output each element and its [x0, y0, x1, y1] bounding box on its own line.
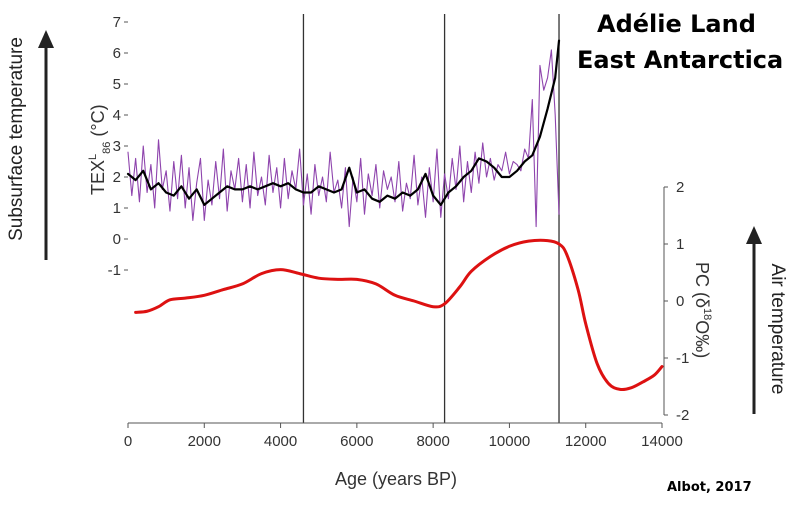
chart-title-line2: East Antarctica: [577, 46, 784, 74]
right-tick-label-2: 0: [676, 293, 684, 310]
tex86-smoothed-series-line: [126, 39, 561, 206]
up-arrow-icon-right: [746, 226, 762, 414]
air-temperature-label: Air temperature: [767, 263, 788, 395]
left-y-axis: -1 0 1 2 3 4 5 6 7: [108, 14, 128, 279]
right-tick-label-4: 2: [676, 179, 684, 196]
x-tick-label-0: 0: [124, 433, 132, 450]
vertical-marker-lines: [302, 14, 560, 423]
right-tick-label-0: -2: [676, 407, 689, 424]
x-tick-label-4: 8000: [416, 433, 449, 450]
right-y-axis: -2 -1 0 1 2: [663, 179, 689, 424]
left-tick-label-5: 4: [113, 107, 121, 124]
tex86-raw-series-line: [127, 49, 560, 228]
up-arrow-icon-left: [38, 30, 54, 260]
x-tick-label-2: 4000: [264, 433, 297, 450]
source-credit: Albot, 2017: [667, 480, 752, 495]
subsurface-temperature-label: Subsurface temperature: [6, 37, 27, 241]
x-tick-label-1: 2000: [188, 433, 221, 450]
x-tick-label-5: 10000: [489, 433, 531, 450]
series-group: [126, 39, 664, 392]
x-tick-label-7: 14000: [641, 433, 683, 450]
right-tick-label-1: -1: [676, 350, 689, 367]
chart-title-line1: Adélie Land: [597, 10, 756, 38]
left-tick-label-3: 2: [113, 169, 121, 186]
axis-titles: Age (years BP) TEXL86 (°C) PC (δ18O‰): [87, 104, 713, 489]
right-tick-label-3: 1: [676, 236, 684, 253]
x-axis: 0 2000 4000 6000 8000 10000 12000 14000: [124, 422, 683, 450]
left-tick-label-4: 3: [113, 138, 121, 155]
left-tick-label-7: 6: [113, 45, 121, 62]
right-axis-title: PC (δ18O‰): [692, 262, 713, 358]
x-tick-label-6: 12000: [565, 433, 607, 450]
pc-d18o-series-line: [134, 238, 664, 392]
left-tick-label-8: 7: [113, 14, 121, 31]
x-tick-label-3: 6000: [340, 433, 373, 450]
left-tick-label-6: 5: [113, 76, 121, 93]
left-axis-title: TEXL86 (°C): [87, 104, 113, 195]
left-tick-label-1: 0: [113, 231, 121, 248]
left-tick-label-2: 1: [113, 200, 121, 217]
x-axis-title: Age (years BP): [335, 469, 457, 489]
left-tick-label-0: -1: [108, 262, 121, 279]
